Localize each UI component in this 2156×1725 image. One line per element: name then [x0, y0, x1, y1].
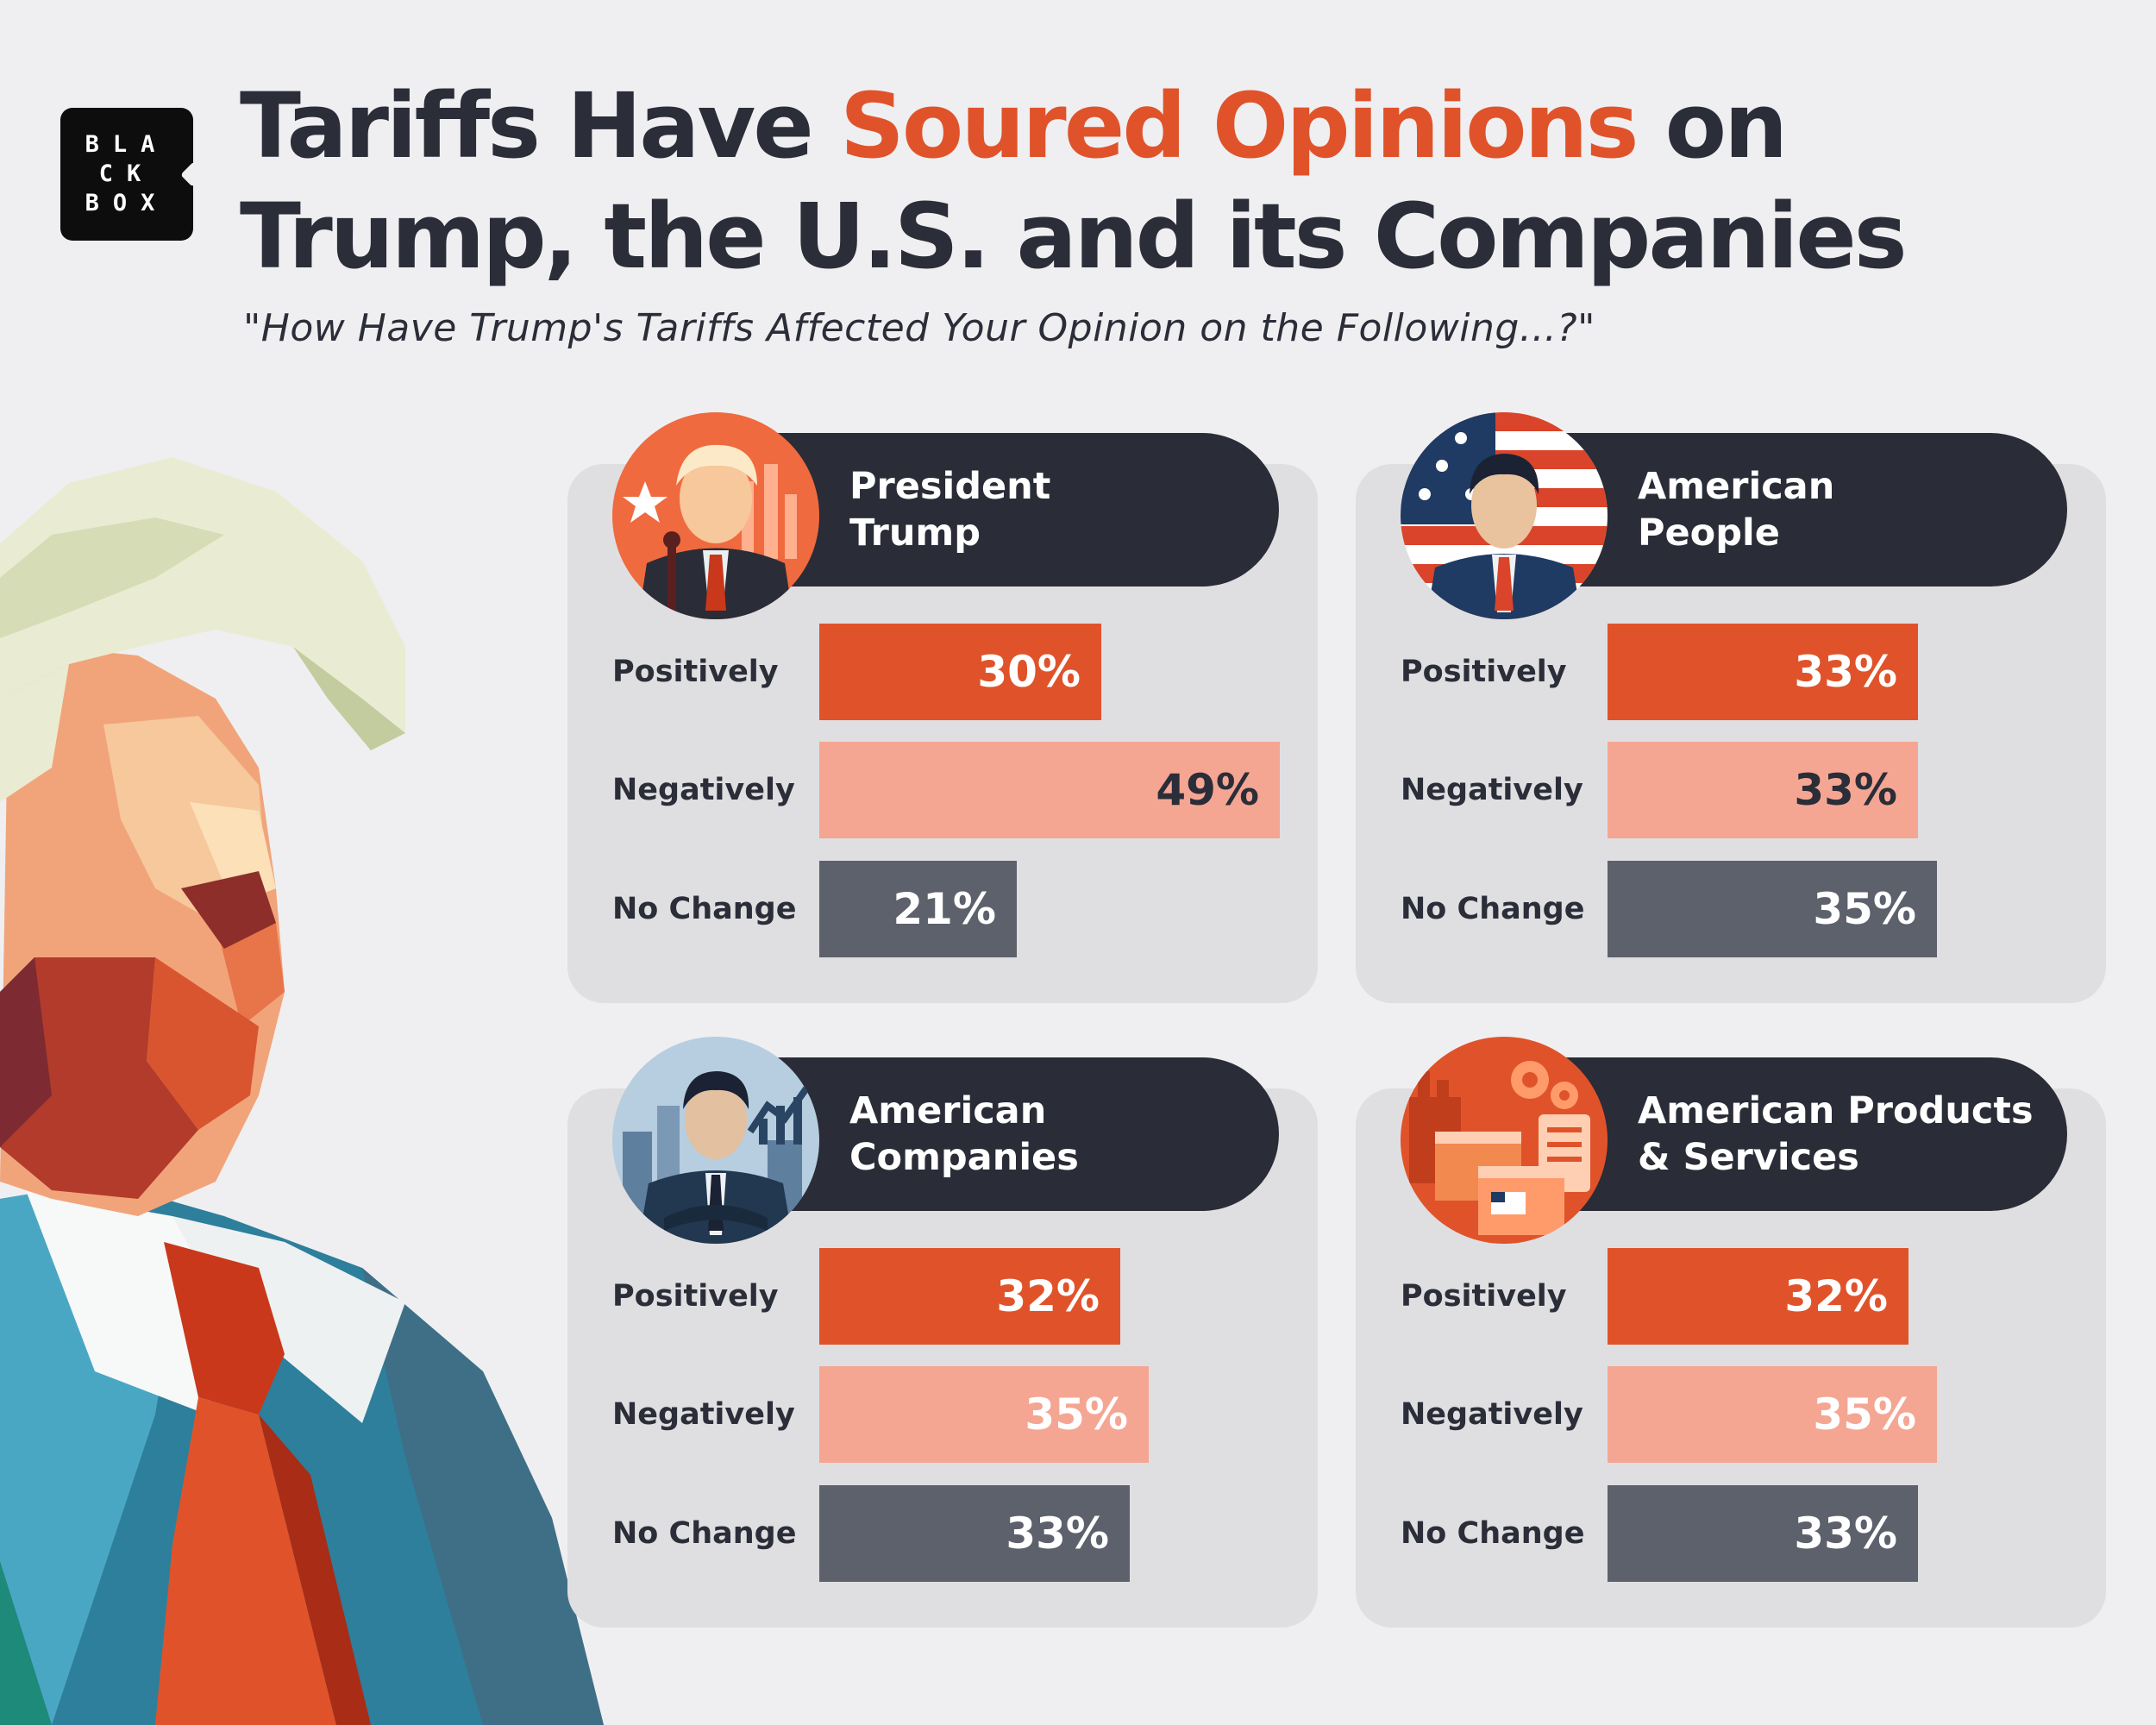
- title-highlight: Soured Opinions: [840, 73, 1639, 179]
- bar-value-label: 35%: [1813, 884, 1916, 934]
- bar-value-label: 32%: [1784, 1271, 1888, 1321]
- bar-row: Negatively 35%: [1356, 1366, 2106, 1463]
- category-label: No Change: [612, 1516, 797, 1551]
- panel-title: American Companies: [849, 1057, 1263, 1211]
- logo-line-1: BLA: [85, 131, 169, 158]
- logo-line-3: BOX: [85, 190, 169, 216]
- american-person-icon: [1401, 412, 1608, 619]
- bar-value-label: 49%: [1156, 765, 1259, 815]
- category-label: No Change: [1401, 1516, 1585, 1551]
- logo-line-2: CK: [98, 160, 155, 187]
- panel-title-line: American Products: [1638, 1089, 2034, 1132]
- bar-value-label: 33%: [1794, 765, 1897, 815]
- panel-title: American Products & Services: [1638, 1057, 2052, 1211]
- businessman-icon: [612, 1037, 819, 1244]
- blackbox-logo: BLA CK BOX: [60, 108, 206, 241]
- bar-value-label: 33%: [1006, 1509, 1109, 1559]
- bar-value-label: 33%: [1794, 647, 1897, 697]
- panel-title-line: Companies: [849, 1136, 1079, 1179]
- chart-panel: President Trump Positively 30% Negatively 49%…: [567, 412, 1318, 1003]
- chart-panel: American Products & Services Positively 32%…: [1356, 1037, 2106, 1628]
- bar-value-label: 33%: [1794, 1509, 1897, 1559]
- bar-row: No Change 33%: [1356, 1485, 2106, 1582]
- category-label: Positively: [1401, 1279, 1567, 1314]
- bar-row: Negatively 49%: [567, 742, 1318, 838]
- bar-pos: 30%: [819, 624, 1101, 720]
- bar-neg: 33%: [1608, 742, 1918, 838]
- category-label: Negatively: [1401, 1397, 1583, 1432]
- panel-title-line: Trump: [849, 511, 981, 555]
- bar-row: Positively 32%: [1356, 1248, 2106, 1345]
- category-label: Positively: [1401, 655, 1567, 689]
- logo-notch: [180, 161, 206, 187]
- category-label: No Change: [612, 892, 797, 926]
- factory-products-icon: [1401, 1037, 1608, 1244]
- chart-panel: American Companies Positively 32% Negatively…: [567, 1037, 1318, 1628]
- president-trump-icon: [612, 412, 819, 619]
- bar-neg: 35%: [1608, 1366, 1937, 1463]
- bar-pos: 33%: [1608, 624, 1918, 720]
- bar-row: Positively 30%: [567, 624, 1318, 720]
- bar-value-label: 21%: [893, 884, 996, 934]
- bar-pos: 32%: [819, 1248, 1120, 1345]
- chart-panel: American People Positively 33% Negatively 33%…: [1356, 412, 2106, 1003]
- panel-title: American People: [1638, 433, 2052, 586]
- category-label: No Change: [1401, 892, 1585, 926]
- title-part-1: Tariffs Have: [240, 73, 841, 179]
- panel-title-line: American: [1638, 465, 1835, 508]
- bar-row: Positively 33%: [1356, 624, 2106, 720]
- bar-value-label: 30%: [977, 647, 1081, 697]
- bar-neg: 35%: [819, 1366, 1149, 1463]
- bar-nc: 35%: [1608, 861, 1937, 957]
- page-title: Tariffs Have Soured Opinions on Trump, t…: [240, 71, 1908, 292]
- title-line-2: Trump, the U.S. and its Companies: [240, 184, 1908, 289]
- category-label: Negatively: [1401, 773, 1583, 807]
- bar-row: Negatively 33%: [1356, 742, 2106, 838]
- category-label: Positively: [612, 655, 779, 689]
- category-label: Negatively: [612, 773, 795, 807]
- panel-title-line: American: [849, 1089, 1047, 1132]
- bar-neg: 49%: [819, 742, 1280, 838]
- bar-value-label: 35%: [1813, 1389, 1916, 1440]
- bar-row: No Change 33%: [567, 1485, 1318, 1582]
- panel-title-line: & Services: [1638, 1136, 1859, 1179]
- trump-portrait-illustration: [0, 457, 604, 1725]
- bar-pos: 32%: [1608, 1248, 1908, 1345]
- bar-value-label: 35%: [1025, 1389, 1128, 1440]
- title-part-2: on: [1636, 73, 1788, 179]
- panel-title-line: President: [849, 465, 1051, 508]
- bar-row: Negatively 35%: [567, 1366, 1318, 1463]
- category-label: Negatively: [612, 1397, 795, 1432]
- subtitle: "How Have Trump's Tariffs Affected Your …: [243, 306, 1595, 350]
- bar-row: No Change 35%: [1356, 861, 2106, 957]
- bar-nc: 21%: [819, 861, 1017, 957]
- category-label: Positively: [612, 1279, 779, 1314]
- panel-title: President Trump: [849, 433, 1263, 586]
- panel-title-line: People: [1638, 511, 1780, 555]
- bar-row: No Change 21%: [567, 861, 1318, 957]
- bar-value-label: 32%: [996, 1271, 1100, 1321]
- bar-nc: 33%: [1608, 1485, 1918, 1582]
- bar-nc: 33%: [819, 1485, 1130, 1582]
- bar-row: Positively 32%: [567, 1248, 1318, 1345]
